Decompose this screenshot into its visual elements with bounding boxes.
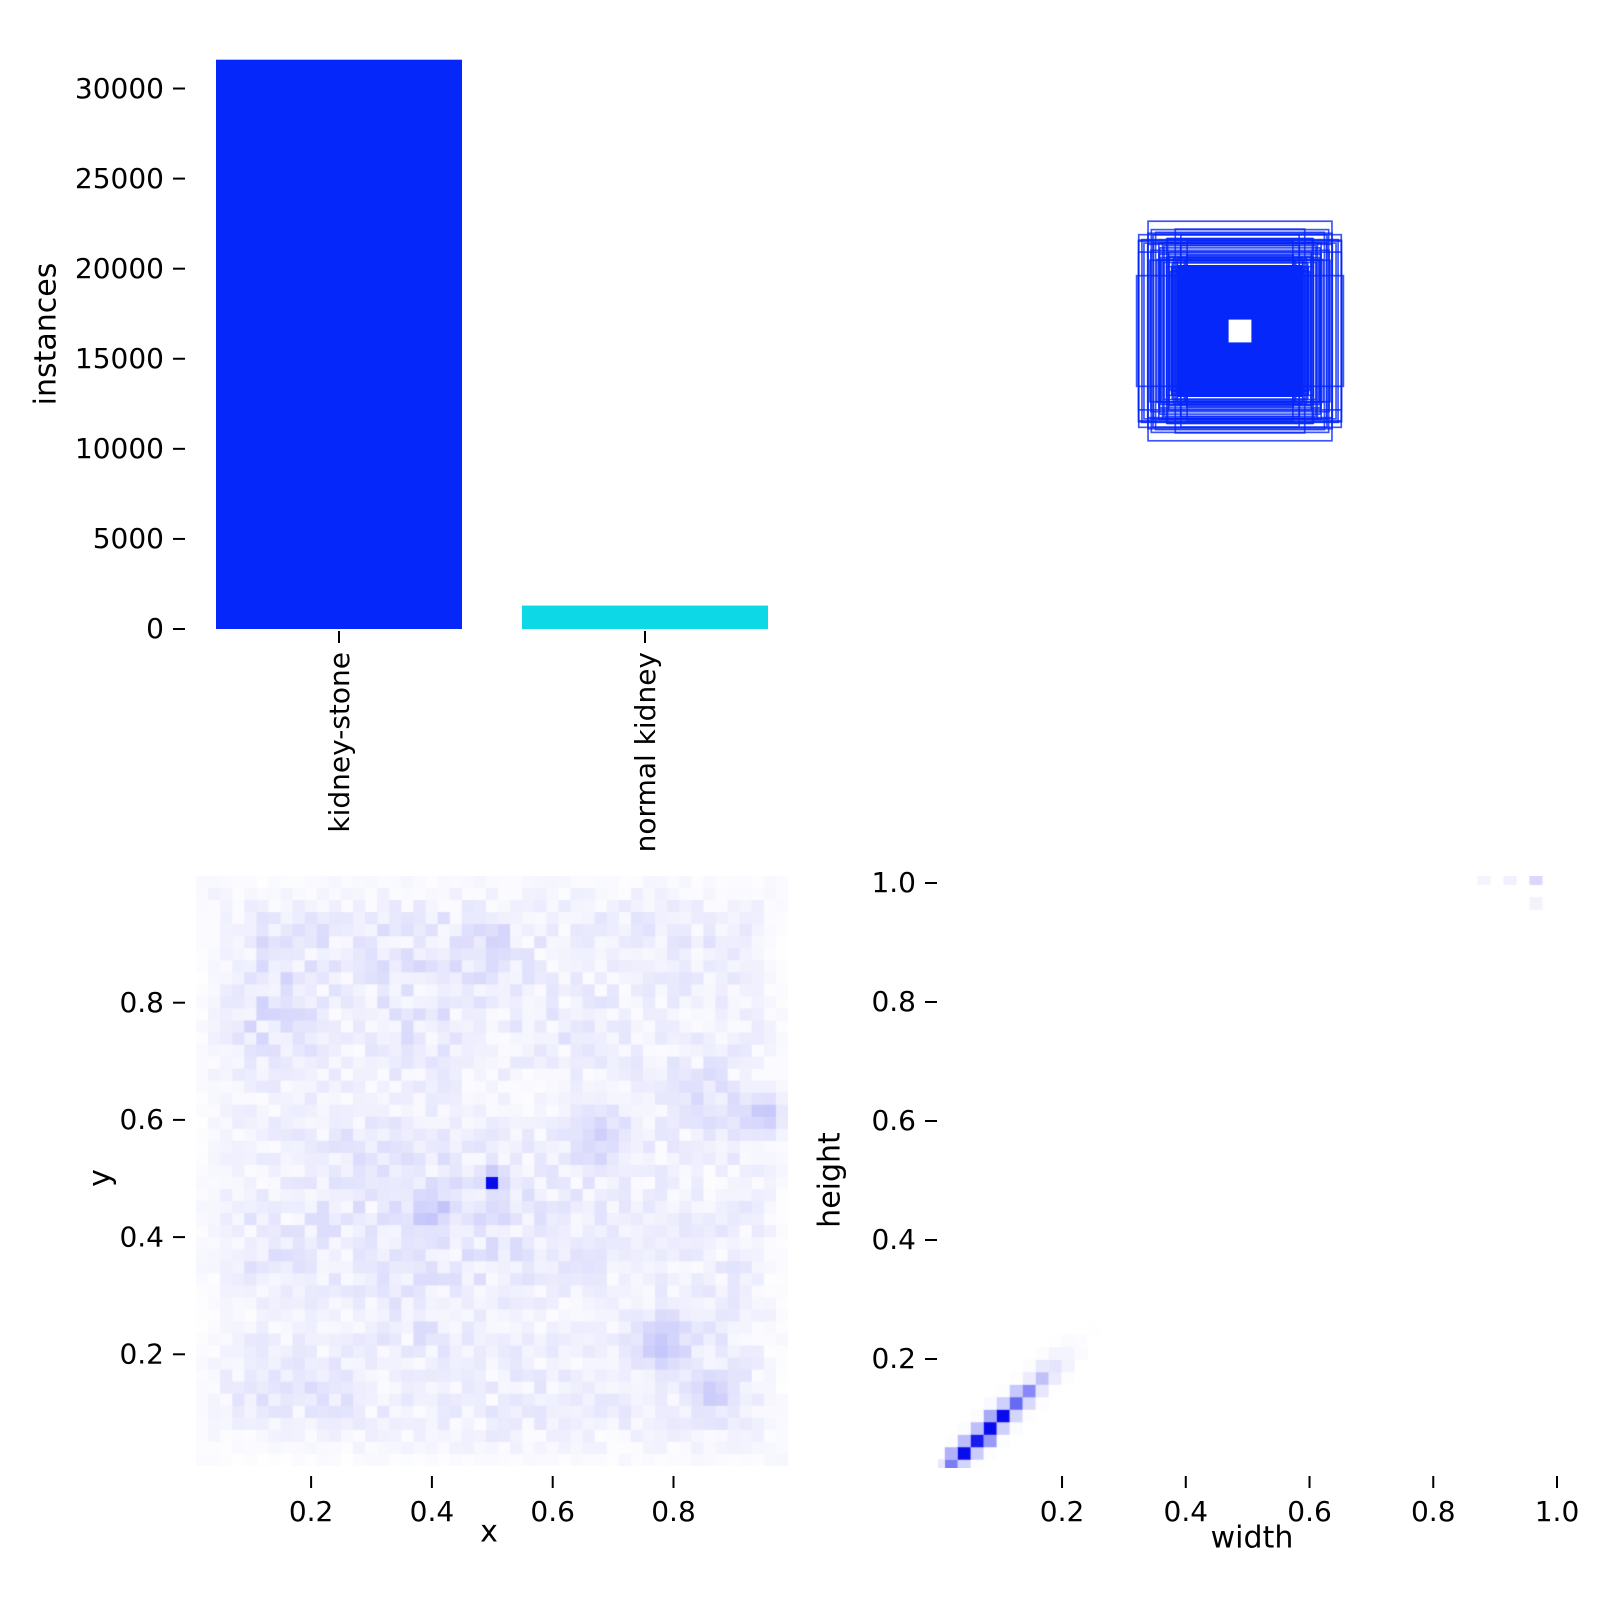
xy-heatmap-x-tick-label: 0.2 <box>289 1495 334 1528</box>
instances-y-tick-label: 10000 <box>75 432 164 465</box>
instances-y-tick-label: 0 <box>146 612 164 645</box>
xy-heatmap-axes: 0.2 0.4 0.6 0.8 0.2 0.4 0.6 0.8 <box>119 986 695 1528</box>
width-height-heatmap-canvas <box>938 876 1566 1468</box>
wh-heatmap-x-tick-label: 0.4 <box>1164 1495 1209 1528</box>
bounding-box-outline <box>1141 238 1339 424</box>
bar-kidney-stone <box>216 59 462 630</box>
bounding-box-outline <box>1165 237 1315 425</box>
wh-heatmap-x-tick-label: 0.6 <box>1287 1495 1332 1528</box>
bounding-box-outline <box>1143 242 1337 420</box>
wh-heatmap-y-tick-label: 0.4 <box>871 1223 916 1256</box>
wh-heatmap-x-tick-label: 0.8 <box>1411 1495 1456 1528</box>
instances-y-tick-label: 25000 <box>75 162 164 195</box>
bbox-overlay-plot <box>1135 220 1345 442</box>
bounding-box-outline <box>1171 262 1309 400</box>
xy-center-heatmap-canvas <box>196 876 788 1466</box>
instances-y-tick-label: 15000 <box>75 342 164 375</box>
wh-heatmap-y-tick-label: 0.2 <box>871 1342 916 1375</box>
xy-heatmap-x-tick-label: 0.8 <box>651 1495 696 1528</box>
instances-y-tick-label: 5000 <box>93 522 164 555</box>
bounding-box-outline <box>1172 257 1308 405</box>
category-label-normal-kidney: normal kidney <box>629 652 662 852</box>
wh-heatmap-axes: 0.2 0.4 0.6 0.8 1.0 0.2 0.4 0.6 0.8 1.0 <box>871 866 1579 1528</box>
xy-heatmap-x-tick-label: 0.6 <box>530 1495 575 1528</box>
instances-y-tick-label: 20000 <box>75 252 164 285</box>
bar-normal-kidney <box>522 605 768 629</box>
width-axis-label: width <box>1210 1520 1294 1556</box>
instances-bar-chart: 0 5000 10000 15000 20000 25000 30000 kidney-sto… <box>75 59 768 852</box>
wh-heatmap-y-tick-label: 0.8 <box>871 985 916 1018</box>
wh-heatmap-y-tick-label: 0.6 <box>871 1104 916 1137</box>
wh-heatmap-x-tick-label: 0.2 <box>1040 1495 1085 1528</box>
bounding-box-outline <box>1137 240 1343 422</box>
center-white-square <box>1228 319 1252 343</box>
instances-y-tick-label: 30000 <box>75 72 164 105</box>
xy-heatmap-y-tick-label: 0.2 <box>119 1338 164 1371</box>
bounding-box-outline <box>1168 255 1312 407</box>
x-axis-label: x <box>480 1514 498 1550</box>
xy-heatmap-y-tick-label: 0.4 <box>119 1220 164 1253</box>
bounding-box-outline <box>1146 243 1334 419</box>
xy-heatmap-y-tick-label: 0.6 <box>119 1103 164 1136</box>
bounding-box-outline <box>1154 231 1326 431</box>
bounding-box-outline <box>1150 228 1330 434</box>
wh-heatmap-x-tick-label: 1.0 <box>1535 1495 1580 1528</box>
xy-heatmap-y-tick-label: 0.8 <box>119 986 164 1019</box>
category-label-kidney-stone: kidney-stone <box>323 652 356 833</box>
wh-heatmap-y-tick-label: 1.0 <box>871 866 916 899</box>
xy-heatmap-x-tick-label: 0.4 <box>410 1495 455 1528</box>
